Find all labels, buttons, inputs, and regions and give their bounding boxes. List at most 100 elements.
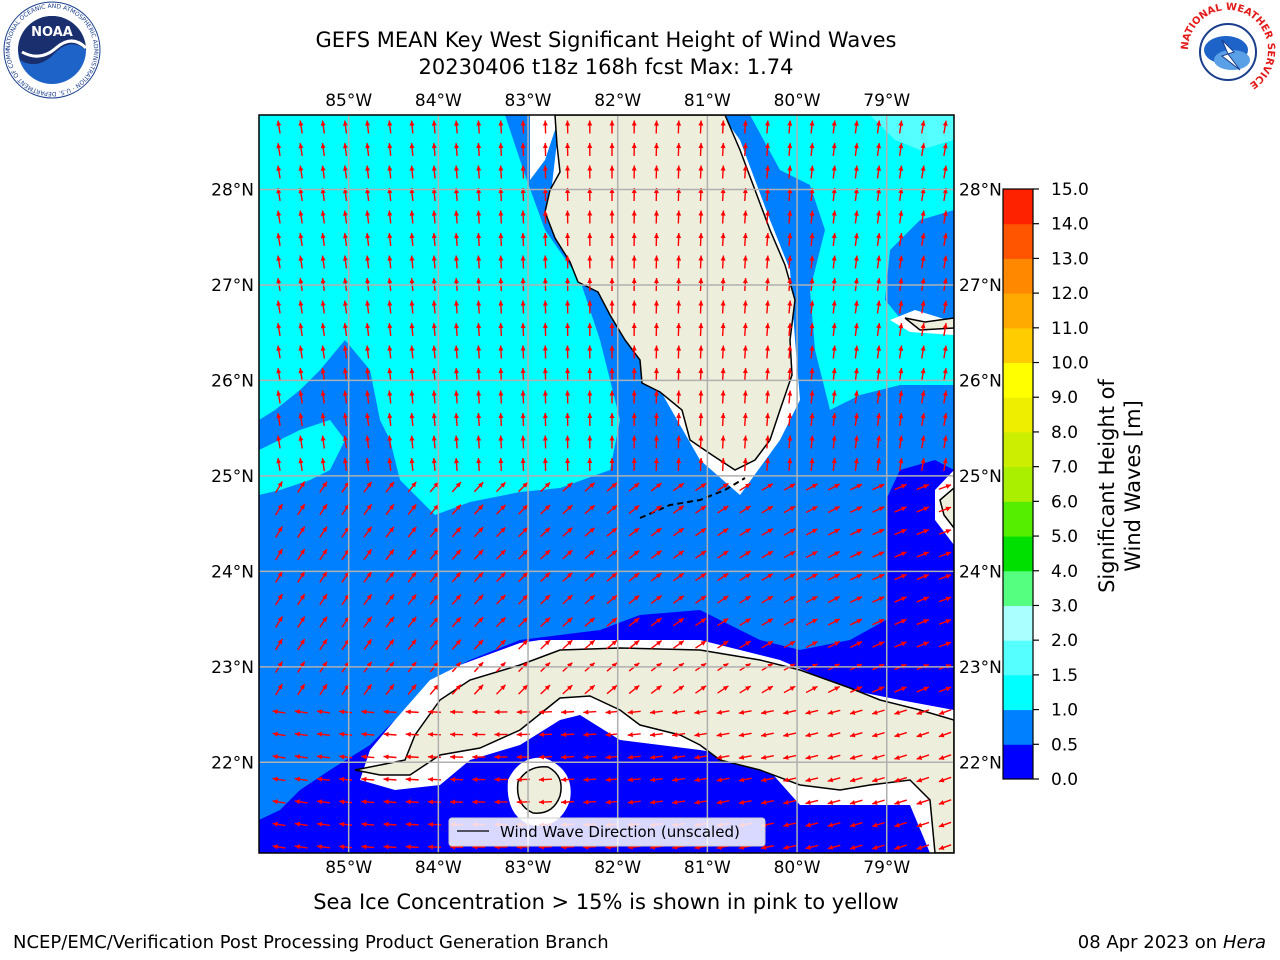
arrow-366 [831,367,837,382]
arrow-586 [894,528,907,536]
arrow-929 [938,776,952,783]
arrow-480 [609,457,615,472]
colorbar-tick-0: 0.0 [1051,770,1078,790]
arrow-807 [294,709,308,715]
arrow-419 [631,412,637,427]
arrow-81 [698,165,704,179]
arrow-4 [365,120,371,134]
arrow-28 [898,120,904,134]
arrow-189 [342,255,348,269]
arrow-796 [739,685,752,694]
arrow-83 [742,165,748,179]
arrow-659 [451,594,462,605]
arrow-197 [520,255,526,269]
arrow-882 [583,754,597,760]
arrow-961 [272,821,286,827]
arrow-735 [761,640,774,649]
arrow-430 [876,412,882,427]
arrow-276 [898,300,904,314]
arrow-405 [320,412,326,427]
arrow-324 [587,345,593,359]
arrow-919 [716,777,730,783]
arrow-505 [473,481,484,493]
arrow-253 [387,300,393,314]
arrow-400 [898,390,904,404]
arrow-988 [871,821,885,828]
arrow-642 [761,573,774,581]
arrow-298 [698,322,704,337]
arrow-602 [562,549,573,560]
arrow-739 [850,641,863,648]
arrow-786 [518,684,529,695]
arrow-849 [538,732,552,738]
arrow-811 [383,709,397,715]
arrow-323 [565,345,571,359]
arrow-289 [498,322,504,337]
arrow-914 [605,777,619,783]
arrow-922 [783,777,797,783]
arrow-374 [320,390,326,404]
arrow-942 [538,799,552,805]
arrow-630 [495,571,507,583]
arrow-708 [850,618,863,626]
arrow-320 [498,345,504,359]
arrow-3 [342,120,348,134]
arrow-826 [716,709,730,715]
arrow-1 [298,120,304,134]
arrow-790 [606,684,618,695]
arrow-861 [805,732,819,738]
arrow-151 [876,210,882,224]
xtick-top-2: 83°W [505,91,552,111]
arrow-865 [894,731,908,738]
arrow-424 [742,412,748,427]
arrow-273 [831,300,837,314]
arrow-884 [627,754,641,760]
arrow-815 [472,709,486,715]
arrow-133 [476,210,482,224]
arrow-497 [297,481,306,493]
arrow-566 [451,526,462,538]
arrow-682 [275,616,283,628]
arrow-873 [383,754,397,760]
arrow-272 [809,300,815,314]
arrow-611 [761,550,774,559]
arrow-584 [850,528,863,536]
arrow-804 [916,686,930,693]
arrow-64 [320,165,326,179]
xtick-top-1: 84°W [415,91,462,111]
arrow-282 [342,322,348,337]
arrow-436 [320,435,326,449]
arrow-940 [494,799,508,805]
arrow-322 [542,345,548,359]
arrow-50 [698,142,704,157]
arrow-351 [498,367,504,382]
arrow-933 [339,799,353,805]
arrow-164 [476,232,482,247]
arrow-17 [653,120,659,134]
arrow-79 [653,165,659,179]
arrow-825 [694,709,708,715]
arrow-540 [562,504,573,515]
arrow-157 [320,232,326,247]
arrow-951 [738,799,752,805]
arrow-358 [653,367,659,382]
arrow-397 [831,390,837,404]
arrow-924 [827,777,841,783]
arrow-489 [809,457,815,472]
arrow-640 [717,572,729,582]
arrow-629 [473,571,484,583]
arrow-29 [920,120,926,134]
arrow-275 [876,300,882,314]
arrow-208 [765,255,771,269]
arrow-303 [809,322,815,337]
colorbar: 0.0 0.5 1.0 1.5 2.0 3.0 4.0 5.0 6.0 7.0 8.0 9.0 10.0… [1002,180,1089,790]
map-frame [258,114,955,854]
colorbar-tick-3: 1.5 [1051,666,1078,686]
arrow-699 [650,617,663,627]
arrow-18 [676,120,682,134]
arrow-147 [787,210,793,224]
arrow-673 [761,595,774,604]
arrow-307 [898,322,904,337]
arrow-995 [339,844,353,850]
arrow-989 [894,821,908,828]
